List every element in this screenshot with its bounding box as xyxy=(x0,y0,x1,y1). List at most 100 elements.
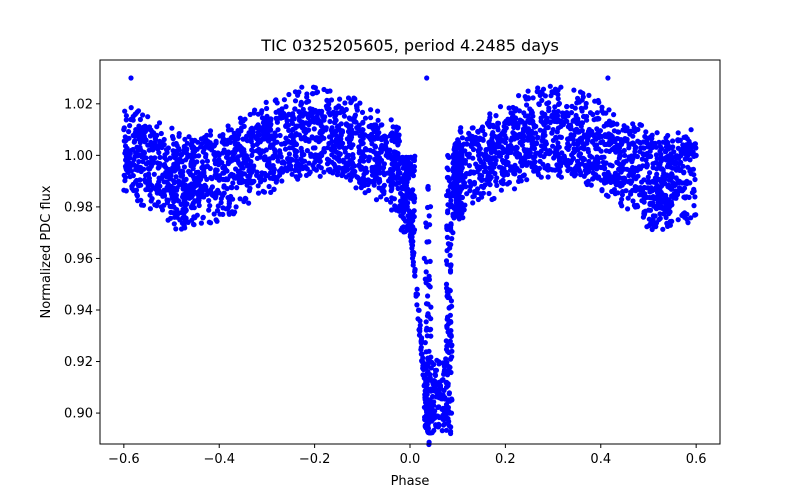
data-point xyxy=(259,176,265,182)
data-point xyxy=(622,175,628,182)
data-point xyxy=(167,203,173,209)
data-point xyxy=(132,111,138,117)
data-point xyxy=(666,205,672,211)
data-point xyxy=(477,156,483,162)
data-point xyxy=(380,184,386,190)
data-point xyxy=(571,141,577,147)
data-point xyxy=(433,413,439,419)
data-point xyxy=(271,169,277,175)
data-point xyxy=(599,154,605,160)
data-point xyxy=(207,165,213,172)
data-point xyxy=(399,213,405,219)
data-point xyxy=(626,145,632,151)
data-point xyxy=(259,115,265,121)
data-point xyxy=(311,126,317,132)
data-point xyxy=(360,119,366,125)
data-point xyxy=(479,177,485,183)
data-point xyxy=(421,383,427,389)
data-point xyxy=(207,132,214,138)
data-point xyxy=(511,124,517,131)
data-point xyxy=(146,175,152,181)
data-point xyxy=(302,158,308,164)
data-point xyxy=(490,155,496,161)
data-point xyxy=(448,222,454,228)
data-point xyxy=(592,98,598,104)
data-point xyxy=(143,155,149,161)
data-point xyxy=(421,255,427,261)
data-point xyxy=(585,149,592,155)
data-point xyxy=(359,109,366,115)
data-point xyxy=(341,113,347,119)
data-point xyxy=(524,126,530,132)
data-point xyxy=(145,126,151,132)
data-point xyxy=(273,179,279,185)
data-point xyxy=(511,131,518,137)
data-point xyxy=(550,143,556,149)
data-point xyxy=(571,87,577,93)
data-point xyxy=(471,181,477,187)
data-point xyxy=(368,107,374,113)
data-point xyxy=(687,157,693,163)
data-point xyxy=(398,176,404,182)
data-point xyxy=(133,187,140,193)
data-point xyxy=(199,159,206,165)
data-point xyxy=(670,144,676,150)
data-point xyxy=(598,139,604,146)
data-point xyxy=(678,153,684,159)
data-point xyxy=(163,164,169,170)
data-point xyxy=(321,169,327,175)
data-point xyxy=(685,164,691,170)
data-point xyxy=(498,187,504,193)
data-point xyxy=(447,304,453,310)
data-point xyxy=(128,105,134,111)
data-point xyxy=(402,197,408,203)
data-point xyxy=(220,132,226,138)
data-point xyxy=(352,96,358,102)
data-point xyxy=(159,207,166,213)
data-point xyxy=(411,208,417,214)
data-point xyxy=(289,120,295,126)
data-point xyxy=(362,132,368,138)
data-point xyxy=(213,159,220,165)
data-point xyxy=(456,164,462,170)
data-point xyxy=(454,200,460,206)
data-point xyxy=(223,206,229,212)
data-point xyxy=(156,120,163,126)
data-point xyxy=(127,163,133,170)
data-point xyxy=(606,107,612,113)
data-point xyxy=(212,195,218,201)
data-point xyxy=(584,113,590,120)
data-point xyxy=(375,117,381,123)
data-point xyxy=(668,186,675,192)
data-point xyxy=(357,133,363,139)
data-point xyxy=(271,166,277,172)
data-point xyxy=(568,110,575,116)
data-point xyxy=(347,116,353,122)
data-point xyxy=(555,96,561,102)
data-point xyxy=(397,198,404,204)
data-point xyxy=(668,174,674,180)
data-point xyxy=(201,165,207,171)
data-point xyxy=(122,143,129,149)
data-point xyxy=(530,118,536,124)
data-point xyxy=(170,136,176,142)
data-point xyxy=(681,150,688,156)
data-point xyxy=(619,192,626,198)
data-point xyxy=(430,379,436,385)
data-point xyxy=(539,91,545,97)
data-point xyxy=(327,118,333,125)
data-point xyxy=(157,189,163,196)
data-point xyxy=(517,140,523,146)
data-point xyxy=(539,97,545,103)
data-point xyxy=(665,184,671,190)
data-point xyxy=(177,156,183,162)
data-point xyxy=(442,421,448,427)
data-point xyxy=(639,179,645,185)
data-point xyxy=(196,153,202,159)
data-point xyxy=(187,194,193,200)
data-point xyxy=(572,105,578,111)
data-point xyxy=(651,203,657,209)
data-point xyxy=(209,147,215,153)
data-point xyxy=(152,140,158,146)
